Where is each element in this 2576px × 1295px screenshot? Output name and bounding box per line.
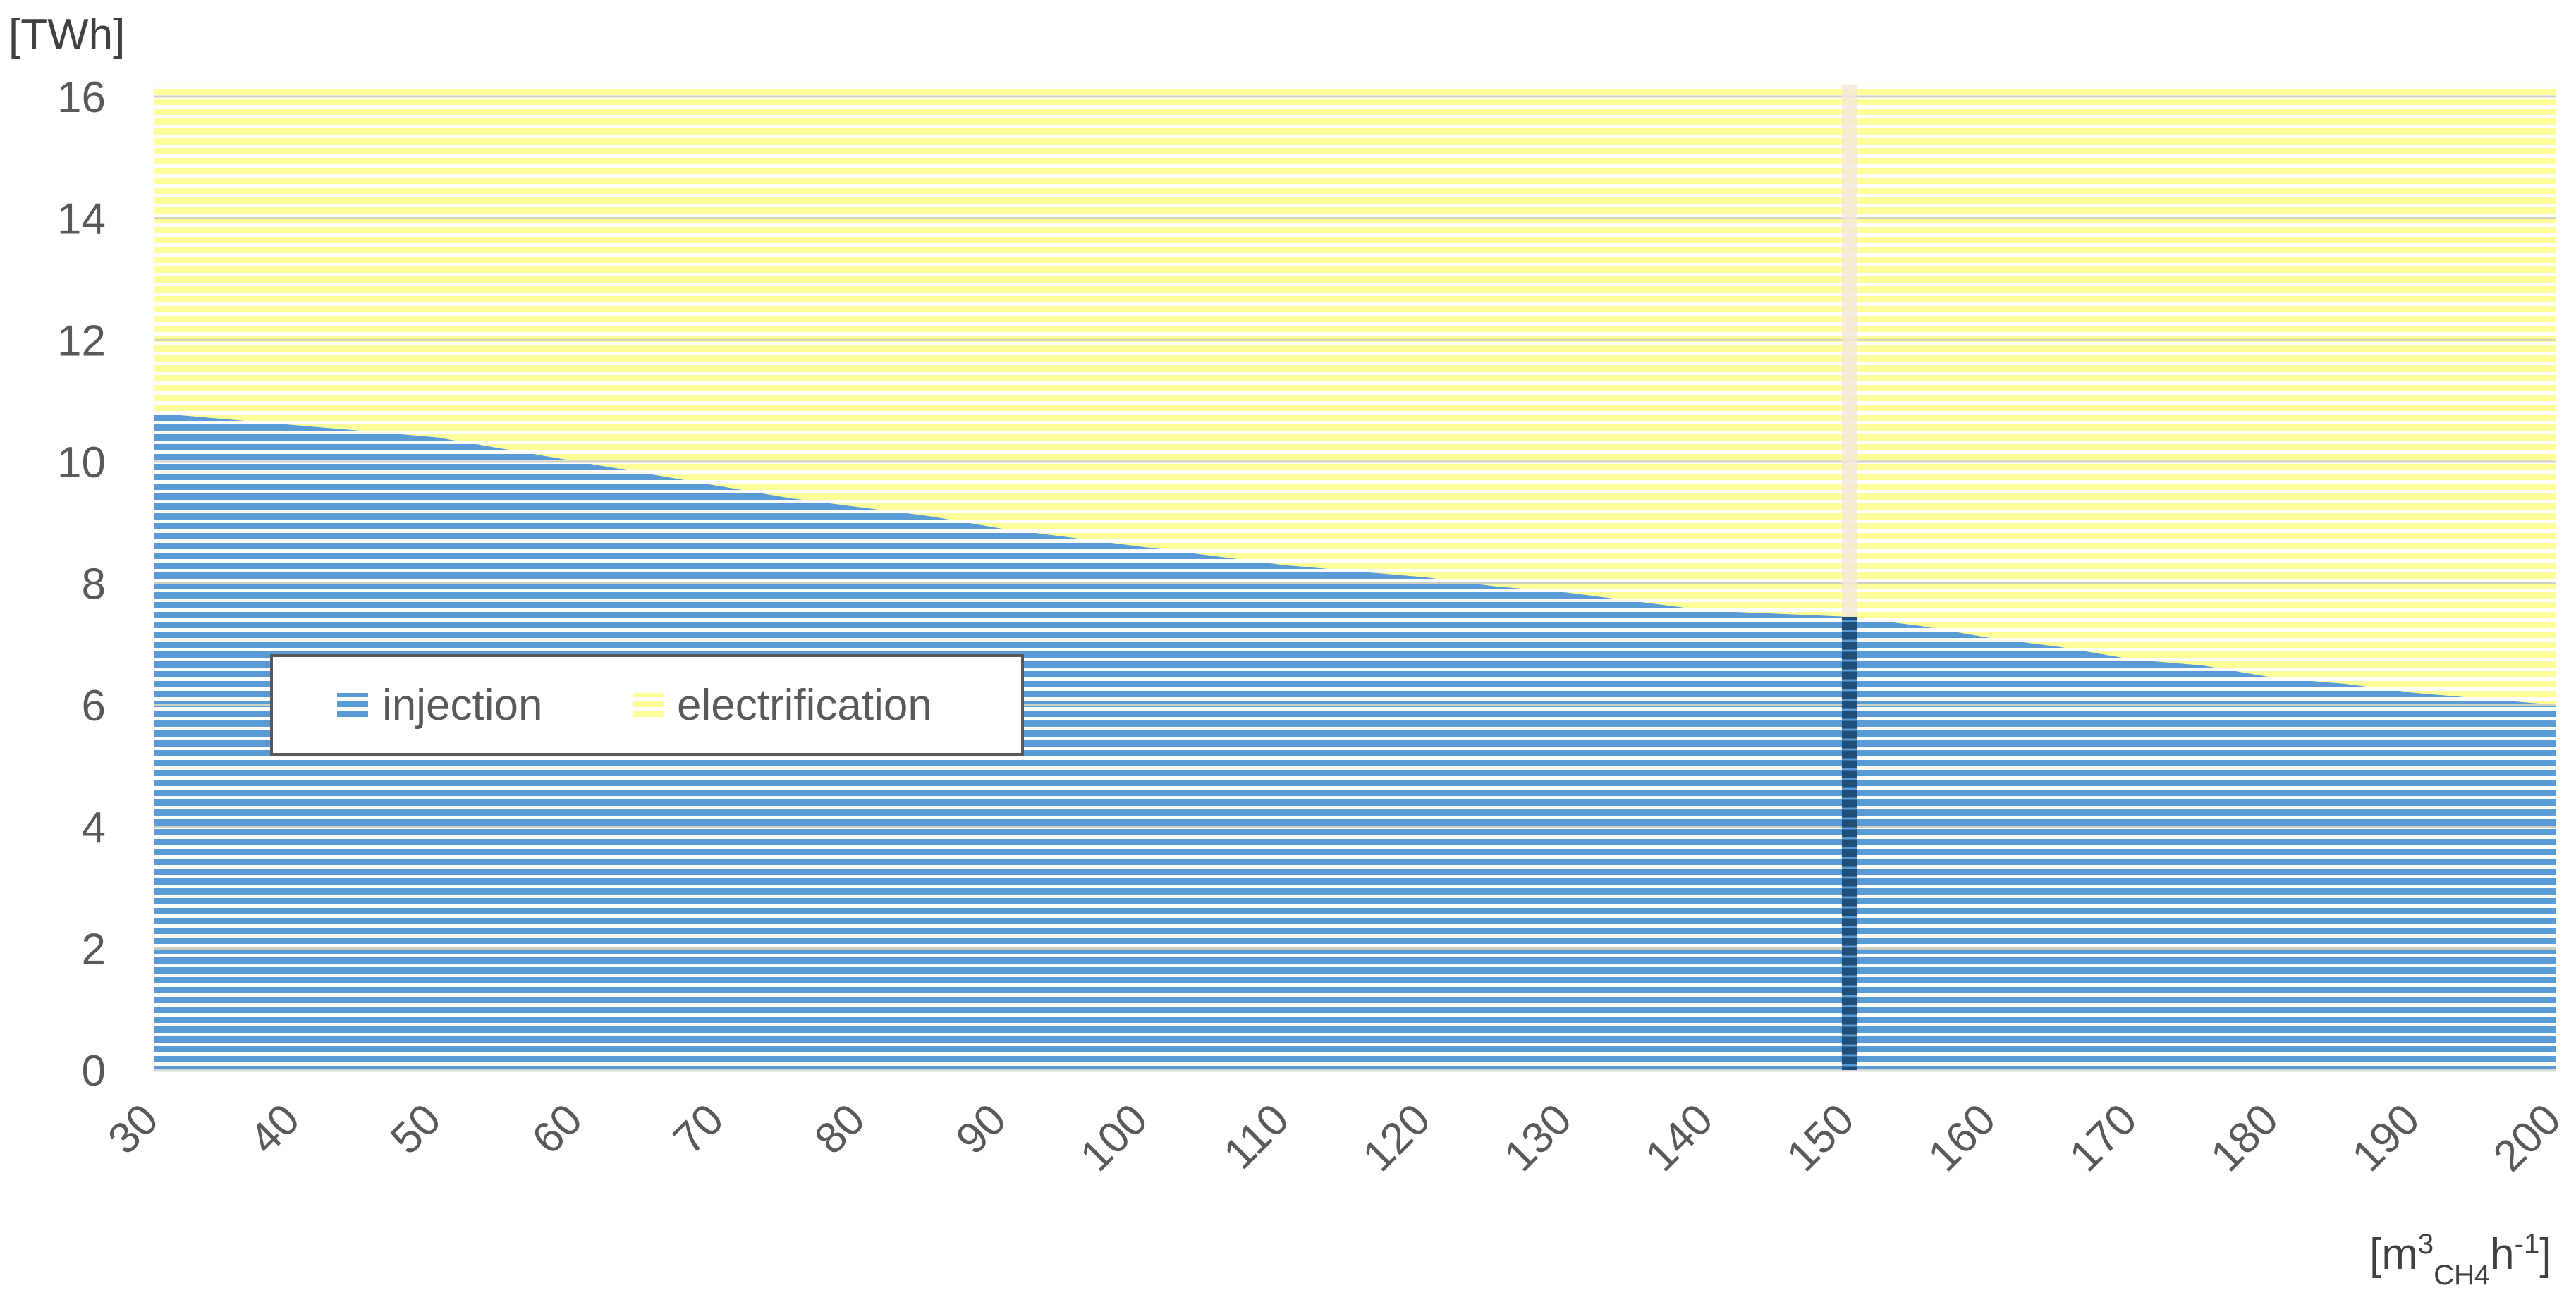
series-injection-area <box>154 412 2556 1070</box>
legend: injection electrification <box>270 654 1024 756</box>
series-electrification-area <box>154 84 2556 706</box>
x-tick-label: 140 <box>1636 1095 1722 1181</box>
y-axis-unit: [TWh] <box>8 11 125 59</box>
x-tick-label: 40 <box>240 1095 310 1164</box>
x-tick-label: 110 <box>1215 1095 1299 1179</box>
y-tick-label: 8 <box>82 560 106 609</box>
x-tick-label: 30 <box>99 1095 168 1164</box>
legend-swatch-electrification <box>633 693 664 720</box>
y-tick-label: 10 <box>57 438 106 487</box>
y-tick-label: 2 <box>82 925 106 974</box>
legend-label-injection: injection <box>382 681 542 730</box>
y-axis: 0 2 4 6 8 10 12 14 16 <box>57 73 106 1095</box>
y-tick-label: 6 <box>82 682 106 730</box>
x-unit-base: [m <box>2369 1230 2418 1279</box>
highlight-electrification-bar <box>1841 84 1857 617</box>
x-tick-label: 70 <box>664 1095 733 1164</box>
x-tick-label: 80 <box>805 1095 874 1164</box>
y-tick-label: 4 <box>82 804 106 852</box>
y-tick-label: 0 <box>82 1047 106 1095</box>
y-tick-label: 16 <box>57 73 106 122</box>
x-tick-label: 50 <box>381 1095 451 1164</box>
x-unit-sup-exp: -1 <box>2515 1229 2540 1260</box>
x-tick-label: 150 <box>1778 1095 1864 1181</box>
x-tick-label: 60 <box>523 1095 592 1164</box>
legend-swatch-injection <box>337 693 368 720</box>
plot-area <box>154 84 2556 1070</box>
x-tick-label: 100 <box>1071 1095 1157 1181</box>
legend-label-electrification: electrification <box>677 681 932 730</box>
x-tick-label: 200 <box>2484 1095 2570 1181</box>
x-tick-label: 160 <box>1919 1095 2005 1181</box>
x-tick-label: 190 <box>2343 1095 2429 1181</box>
highlight-layer <box>1841 84 1857 1070</box>
x-tick-label: 130 <box>1495 1095 1581 1181</box>
highlight-injection-bar <box>1841 616 1857 1070</box>
x-unit-sup3: 3 <box>2418 1229 2434 1260</box>
x-unit-h: h <box>2490 1230 2514 1279</box>
y-tick-label: 12 <box>57 317 106 365</box>
x-tick-label: 90 <box>947 1095 1016 1164</box>
x-tick-label: 180 <box>2202 1095 2288 1181</box>
x-tick-label: 120 <box>1354 1095 1440 1181</box>
x-axis-unit: [m3CH4h-1] <box>2369 1229 2551 1291</box>
x-unit-sub: CH4 <box>2434 1260 2490 1291</box>
x-tick-label: 170 <box>2061 1095 2147 1181</box>
gridlines <box>154 95 2556 1072</box>
x-axis: 30 40 50 60 70 80 90 100 110 120 130 140 150 160 170 18… <box>99 1095 2570 1181</box>
y-tick-label: 14 <box>57 195 106 244</box>
x-unit-close: ] <box>2539 1230 2551 1279</box>
